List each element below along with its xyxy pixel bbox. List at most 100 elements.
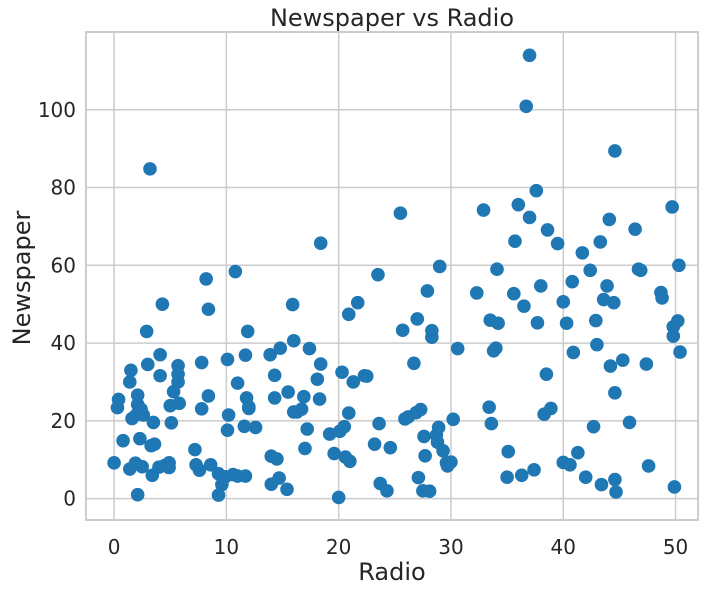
scatter-point bbox=[600, 279, 614, 293]
scatter-point bbox=[413, 402, 428, 417]
scatter-point bbox=[267, 391, 282, 405]
scatter-point bbox=[238, 348, 253, 362]
scatter-point bbox=[220, 352, 235, 367]
scatter-point bbox=[491, 316, 505, 331]
scatter-point bbox=[359, 369, 374, 383]
scatter-point bbox=[297, 389, 311, 404]
scatter-point bbox=[501, 444, 516, 459]
scatter-point bbox=[143, 162, 157, 176]
scatter-point bbox=[500, 470, 514, 485]
scatter-point bbox=[238, 469, 253, 483]
scatter-point bbox=[153, 368, 167, 383]
scatter-point bbox=[628, 222, 642, 236]
scatter-point bbox=[673, 345, 687, 359]
scatter-point bbox=[593, 235, 608, 249]
scatter-point bbox=[517, 299, 531, 313]
scatter-point bbox=[237, 419, 252, 434]
scatter-point bbox=[281, 385, 295, 399]
scatter-point bbox=[420, 284, 435, 298]
scatter-point bbox=[556, 295, 571, 309]
scatter-point bbox=[622, 415, 637, 430]
scatter-point bbox=[665, 200, 679, 214]
scatter-point bbox=[563, 457, 577, 472]
scatter-point bbox=[522, 210, 537, 225]
scatter-point bbox=[615, 353, 630, 367]
scatter-point bbox=[343, 454, 357, 469]
y-tick-labels: 0 20 40 60 80 100 bbox=[38, 98, 76, 511]
scatter-point bbox=[431, 420, 446, 435]
scatter-point bbox=[164, 415, 179, 430]
scatter-point bbox=[240, 324, 255, 339]
y-tick-label: 80 bbox=[51, 176, 76, 200]
x-tick-label: 50 bbox=[663, 535, 688, 559]
chart-title: Newspaper vs Radio bbox=[270, 4, 514, 32]
scatter-point bbox=[589, 313, 603, 328]
scatter-point bbox=[130, 388, 145, 402]
scatter-point bbox=[331, 490, 346, 505]
scatter-point bbox=[122, 375, 137, 389]
scatter-point bbox=[407, 356, 421, 371]
scatter-point bbox=[139, 324, 154, 339]
scatter-point bbox=[507, 286, 521, 301]
scatter-point bbox=[425, 323, 439, 338]
scatter-point bbox=[270, 452, 284, 466]
grid-lines bbox=[86, 32, 698, 520]
scatter-point bbox=[300, 422, 315, 436]
x-tick-label: 0 bbox=[108, 535, 121, 559]
scatter-point bbox=[280, 482, 294, 497]
scatter-point bbox=[267, 368, 282, 383]
scatter-point bbox=[559, 316, 574, 331]
scatter-point bbox=[140, 357, 155, 372]
scatter-point bbox=[171, 367, 185, 381]
scatter-point bbox=[130, 487, 145, 502]
scatter-point bbox=[608, 472, 622, 487]
scatter-point bbox=[508, 234, 522, 248]
y-tick-label: 40 bbox=[51, 331, 76, 355]
scatter-point bbox=[444, 455, 458, 469]
scatter-point bbox=[482, 400, 496, 415]
scatter-point bbox=[450, 341, 465, 356]
scatter-point bbox=[285, 297, 300, 312]
scatter-point bbox=[162, 456, 176, 470]
scatter-point bbox=[608, 144, 622, 158]
scatter-point bbox=[263, 347, 277, 362]
scatter-point bbox=[608, 386, 622, 400]
scatter-point bbox=[107, 456, 121, 470]
scatter-point bbox=[133, 431, 147, 446]
scatter-point bbox=[335, 365, 349, 380]
x-tick-label: 30 bbox=[438, 535, 463, 559]
scatter-point bbox=[550, 236, 565, 251]
scatter-point bbox=[432, 259, 447, 274]
scatter-point bbox=[327, 446, 341, 461]
scatter-point bbox=[395, 323, 410, 338]
scatter-point bbox=[350, 295, 365, 310]
scatter-point bbox=[313, 236, 328, 250]
scatter-point bbox=[602, 212, 617, 227]
scatter-point bbox=[539, 367, 554, 381]
scatter-point bbox=[313, 357, 328, 371]
scatter-point bbox=[172, 396, 187, 411]
scatter-point bbox=[272, 471, 286, 485]
scatter-point bbox=[346, 375, 361, 389]
scatter-point bbox=[418, 449, 432, 463]
scatter-point bbox=[666, 329, 681, 343]
x-tick-labels: 0 10 20 30 40 50 bbox=[108, 535, 689, 559]
scatter-point bbox=[220, 423, 235, 437]
scatter-point bbox=[188, 442, 202, 457]
scatter-point bbox=[583, 263, 597, 278]
scatter-point bbox=[248, 420, 263, 435]
scatter-point bbox=[490, 262, 504, 276]
scatter-point bbox=[533, 279, 548, 293]
y-tick-label: 60 bbox=[51, 253, 76, 277]
scatter-point bbox=[312, 392, 327, 406]
y-tick-label: 0 bbox=[63, 487, 76, 511]
scatter-points bbox=[107, 48, 687, 505]
scatter-point bbox=[422, 484, 437, 499]
y-tick-label: 100 bbox=[38, 98, 76, 122]
scatter-point bbox=[337, 419, 352, 434]
scatter-point bbox=[417, 429, 431, 444]
scatter-point bbox=[273, 341, 288, 355]
scatter-point bbox=[606, 295, 621, 310]
scatter-point bbox=[146, 415, 161, 430]
